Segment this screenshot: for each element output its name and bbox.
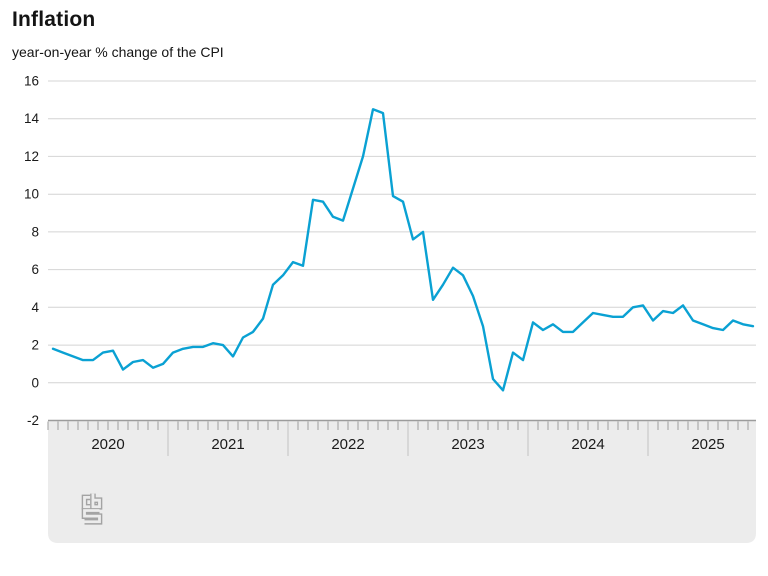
x-axis-band xyxy=(48,420,756,543)
x-axis-year-label: 2024 xyxy=(571,436,604,453)
x-axis-year-label: 2022 xyxy=(331,436,364,453)
y-axis-tick-label: 2 xyxy=(31,338,39,353)
y-axis-tick-label: 6 xyxy=(31,262,39,277)
y-axis-tick-label: 4 xyxy=(31,300,39,315)
x-axis-year-label: 2023 xyxy=(451,436,484,453)
y-axis-tick-label: 10 xyxy=(24,187,39,202)
y-axis-tick-label: 0 xyxy=(31,375,39,390)
x-axis-year-label: 2025 xyxy=(691,436,724,453)
y-axis-tick-label: 8 xyxy=(31,224,39,239)
cbs-logo xyxy=(81,493,103,525)
x-axis-year-label: 2021 xyxy=(211,436,244,453)
inflation-line-series xyxy=(51,108,755,392)
page-title: Inflation xyxy=(12,8,96,31)
y-axis-tick-label: -2 xyxy=(27,413,39,428)
y-axis-tick-label: 16 xyxy=(24,74,39,89)
y-axis-tick-label: 14 xyxy=(24,111,40,126)
inflation-line-chart: 16 14 12 10 8 6 4 2 0 -2 2020 2021 2022 2023 2024 2025 xyxy=(24,74,756,543)
x-axis-year-label: 2020 xyxy=(91,436,124,453)
chart-subtitle: year-on-year % change of the CPI xyxy=(12,44,224,60)
y-axis-tick-label: 12 xyxy=(24,149,39,164)
